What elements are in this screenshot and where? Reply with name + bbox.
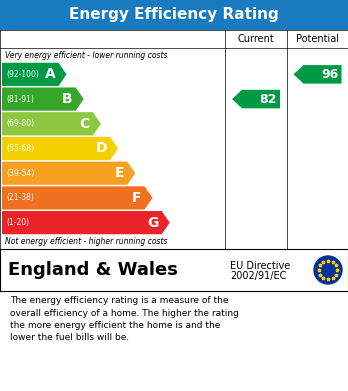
- Text: D: D: [96, 142, 107, 156]
- Polygon shape: [2, 161, 135, 185]
- Text: England & Wales: England & Wales: [8, 261, 178, 279]
- Text: (55-68): (55-68): [6, 144, 34, 153]
- Text: The energy efficiency rating is a measure of the
overall efficiency of a home. T: The energy efficiency rating is a measur…: [10, 296, 239, 343]
- Text: F: F: [132, 191, 142, 205]
- Polygon shape: [232, 90, 280, 108]
- Polygon shape: [2, 88, 84, 111]
- Text: A: A: [45, 67, 55, 81]
- Text: 82: 82: [260, 93, 277, 106]
- Text: (21-38): (21-38): [6, 194, 34, 203]
- Polygon shape: [2, 112, 101, 135]
- Bar: [0, 30, 348, 48]
- Text: E: E: [115, 166, 124, 180]
- Text: Very energy efficient - lower running costs: Very energy efficient - lower running co…: [5, 50, 167, 59]
- Text: B: B: [62, 92, 73, 106]
- Text: EU Directive: EU Directive: [230, 261, 290, 271]
- Text: (1-20): (1-20): [6, 218, 29, 227]
- Text: 2002/91/EC: 2002/91/EC: [230, 271, 286, 281]
- Text: (69-80): (69-80): [6, 119, 34, 128]
- Circle shape: [314, 256, 342, 284]
- Text: (39-54): (39-54): [6, 169, 34, 178]
- Text: Energy Efficiency Rating: Energy Efficiency Rating: [69, 7, 279, 23]
- Polygon shape: [2, 187, 152, 210]
- Bar: [0, 30, 348, 249]
- Text: Potential: Potential: [296, 34, 339, 44]
- Text: Current: Current: [238, 34, 274, 44]
- Text: 96: 96: [321, 68, 339, 81]
- Polygon shape: [2, 137, 118, 160]
- Polygon shape: [2, 211, 170, 234]
- Text: (81-91): (81-91): [6, 95, 34, 104]
- Bar: [0, 249, 348, 291]
- Bar: [0, 0, 348, 30]
- Polygon shape: [293, 65, 341, 84]
- Text: C: C: [80, 117, 90, 131]
- Text: Not energy efficient - higher running costs: Not energy efficient - higher running co…: [5, 237, 167, 246]
- Text: (92-100): (92-100): [6, 70, 39, 79]
- Polygon shape: [2, 63, 66, 86]
- Text: G: G: [147, 216, 159, 230]
